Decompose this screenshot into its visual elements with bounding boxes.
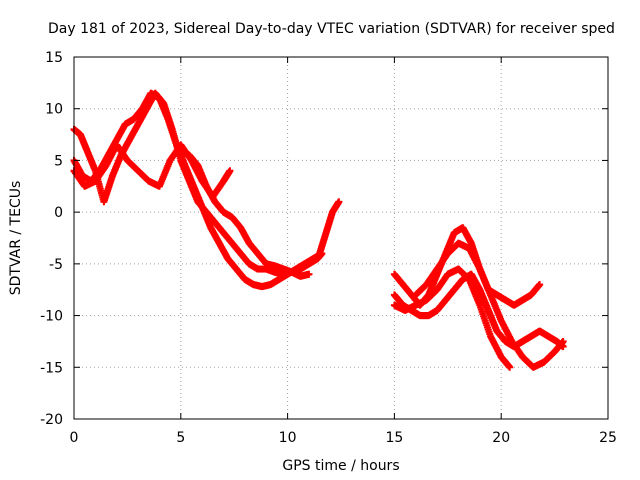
data-point-marker [506, 363, 514, 371]
plot-frame [73, 56, 609, 420]
y-tick-label: 0 [54, 205, 63, 221]
x-tick-labels: 0 5 10 15 20 25 [70, 430, 617, 446]
y-tick-label: -20 [40, 412, 63, 428]
axis-ticks [73, 56, 609, 420]
x-tick-label: 0 [70, 430, 79, 446]
data-point-marker [536, 281, 544, 289]
series-trace-8 [390, 265, 514, 371]
y-tick-label: 5 [54, 153, 63, 169]
data-point-marker [559, 337, 567, 345]
data-point-marker [305, 270, 313, 278]
y-tick-label: -15 [40, 360, 63, 376]
y-tick-label: -5 [49, 257, 63, 273]
x-axis-label: GPS time / hours [282, 458, 399, 474]
data-point-marker [226, 167, 234, 175]
chart-title: Day 181 of 2023, Sidereal Day-to-day VTE… [48, 21, 615, 37]
x-tick-label: 20 [492, 430, 510, 446]
y-tick-label: 15 [45, 50, 63, 66]
data-points [70, 89, 567, 371]
series-trace-4 [177, 146, 313, 280]
x-tick-label: 10 [279, 430, 297, 446]
grid-lines [74, 57, 608, 419]
series-trace-5 [316, 198, 343, 258]
x-tick-label: 15 [385, 430, 403, 446]
y-tick-label: -10 [40, 309, 63, 325]
y-tick-labels: 15 10 5 0 -5 -10 -15 -20 [40, 50, 63, 428]
data-point-marker [335, 198, 343, 206]
y-tick-label: 10 [45, 102, 63, 118]
x-tick-label: 5 [176, 430, 185, 446]
y-axis-label: SDTVAR / TECUs [8, 181, 24, 296]
x-tick-label: 25 [599, 430, 617, 446]
series-trace-9 [412, 239, 567, 371]
